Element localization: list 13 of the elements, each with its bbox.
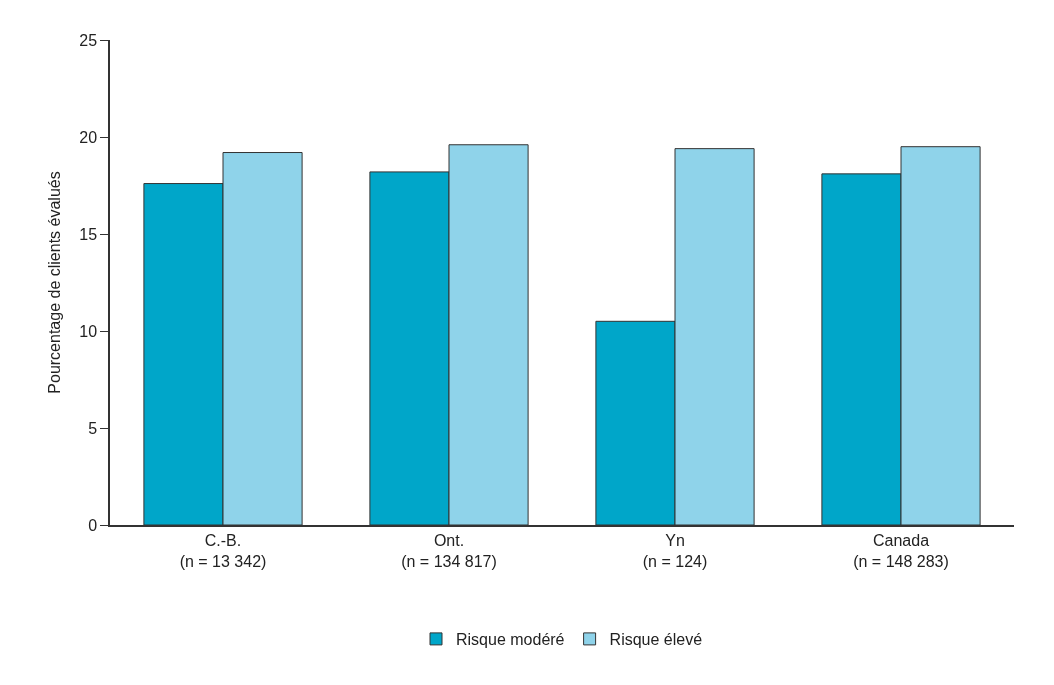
y-tick-label: 5: [88, 419, 98, 437]
x-tick-label: Yn (n = 124): [642, 531, 708, 570]
y-tick-label: 20: [79, 128, 98, 146]
y-tick-label: 10: [79, 322, 98, 340]
x-tick-label: Canada (n = 148 283): [853, 531, 949, 570]
y-axis-title: Pourcentage de clients évalués: [45, 171, 63, 394]
x-tick-label: C.-B. (n = 13 342): [179, 531, 267, 570]
legend-label: Risque modéré: [456, 631, 565, 649]
y-tick-label: 15: [79, 225, 98, 243]
y-tick-label: 25: [79, 31, 98, 49]
y-tick-label: 0: [88, 516, 98, 534]
x-tick-label: Ont. (n = 134 817): [401, 531, 497, 570]
legend-label: Risque élevé: [609, 631, 703, 649]
